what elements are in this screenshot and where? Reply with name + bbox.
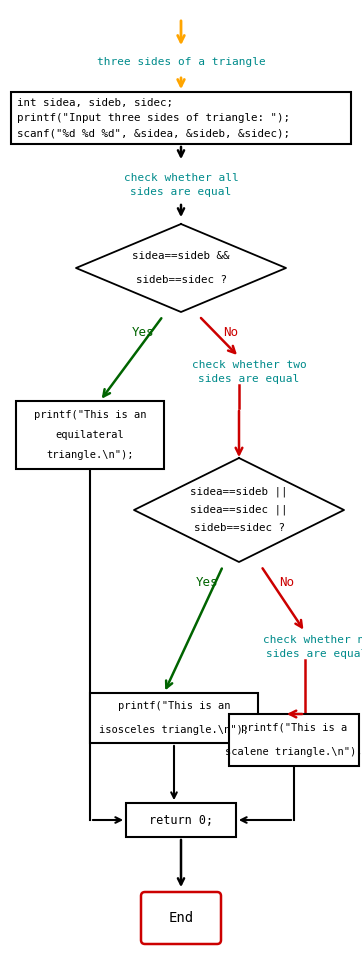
Text: check whether no: check whether no [263,635,362,645]
Text: sidea==sidec ||: sidea==sidec || [190,505,288,515]
Text: printf("This is a: printf("This is a [241,723,347,733]
Text: Yes: Yes [132,325,154,338]
Text: int sidea, sideb, sidec;: int sidea, sideb, sidec; [17,98,173,108]
Text: sides are equal: sides are equal [130,187,232,197]
Text: Yes: Yes [196,576,218,589]
Text: sidea==sideb ||: sidea==sideb || [190,487,288,497]
Bar [229,714,359,766]
Text: sides are equal: sides are equal [198,374,300,384]
Text: No: No [223,325,239,338]
Text: printf("Input three sides of triangle: ");: printf("Input three sides of triangle: "… [17,113,290,123]
Bar [90,693,258,743]
Text: return 0;: return 0; [149,814,213,827]
Bar [126,803,236,837]
Text: sidea==sideb &&: sidea==sideb && [132,251,230,261]
Text: scalene triangle.\n");: scalene triangle.\n"); [225,747,362,757]
Text: printf("This is an: printf("This is an [118,701,230,711]
Text: End: End [168,911,194,925]
Text: check whether all: check whether all [124,173,238,183]
Bar [11,92,351,144]
Text: sideb==sidec ?: sideb==sidec ? [135,275,227,285]
Text: three sides of a triangle: three sides of a triangle [97,57,265,67]
Text: sideb==sidec ?: sideb==sidec ? [194,523,285,533]
Text: scanf("%d %d %d", &sidea, &sideb, &sidec);: scanf("%d %d %d", &sidea, &sideb, &sidec… [17,128,290,138]
Text: check whether two: check whether two [191,360,306,370]
Text: sides are equal: sides are equal [266,649,362,659]
Text: isosceles triangle.\n");: isosceles triangle.\n"); [99,725,249,735]
Bar [16,401,164,469]
FancyBboxPatch shape [141,892,221,944]
Text: equilateral: equilateral [56,430,125,440]
Text: triangle.\n");: triangle.\n"); [46,450,134,460]
Text: printf("This is an: printf("This is an [34,410,146,420]
Text: No: No [279,576,295,589]
